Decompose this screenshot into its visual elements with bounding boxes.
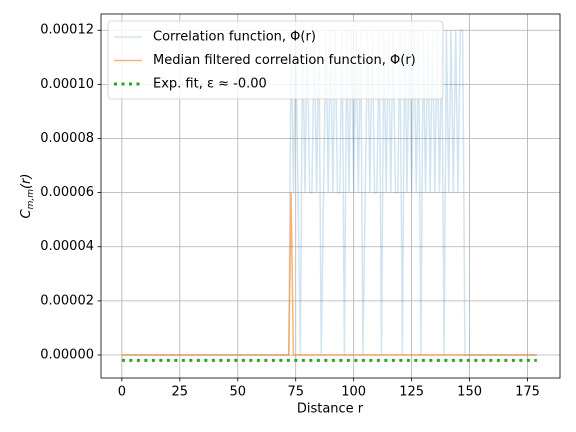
series-line [121, 192, 537, 356]
y-axis-label: Cm,m(r) [19, 174, 36, 219]
y-tick-label: 0.00010 [40, 77, 94, 92]
y-label-tail: (r) [19, 174, 34, 190]
legend-label: Exp. fit, ε ≈ -0.00 [153, 77, 267, 92]
axes-frame [100, 13, 561, 379]
y-tick-label: 0.00004 [40, 239, 94, 254]
y-label-base: C [19, 208, 34, 218]
y-tick-label: 0.00012 [40, 23, 94, 38]
legend-label: Median filtered correlation function, Φ(… [153, 53, 416, 68]
x-tick-label: 125 [399, 385, 424, 400]
x-axis-label: Distance r [297, 402, 364, 417]
y-tick-label: 0.00000 [40, 347, 94, 362]
x-tick-label: 75 [287, 385, 304, 400]
y-tick-label: 0.00006 [40, 185, 94, 200]
x-tick-label: 50 [229, 385, 246, 400]
x-tick-label: 25 [172, 385, 189, 400]
x-tick-label: 175 [515, 385, 540, 400]
legend-label: Correlation function, Φ(r) [153, 30, 316, 45]
y-label-sub: m,m [26, 189, 36, 210]
x-tick-label: 150 [457, 385, 482, 400]
x-tick-label: 100 [341, 385, 366, 400]
x-tick-label: 0 [118, 385, 126, 400]
y-tick-label: 0.00008 [40, 131, 94, 146]
legend-frame [107, 20, 444, 100]
y-tick-label: 0.00002 [40, 293, 94, 308]
